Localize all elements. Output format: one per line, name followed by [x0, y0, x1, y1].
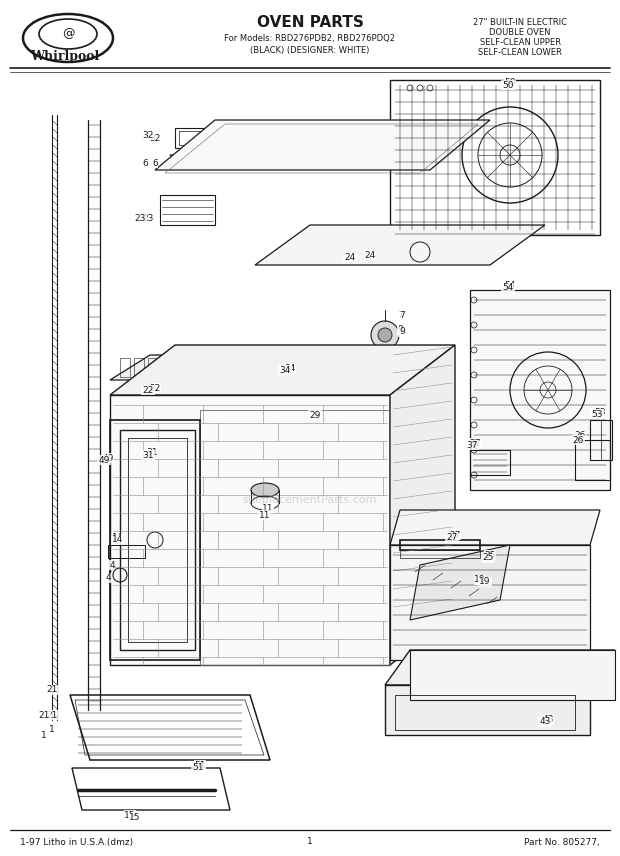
- Text: 32: 32: [143, 130, 154, 140]
- Polygon shape: [110, 355, 430, 380]
- Text: 50: 50: [502, 80, 514, 90]
- Text: 31: 31: [142, 450, 154, 460]
- Text: 24: 24: [365, 251, 376, 259]
- Circle shape: [371, 321, 399, 349]
- Text: 22: 22: [149, 383, 161, 393]
- Text: 11: 11: [262, 503, 274, 513]
- Text: 19: 19: [479, 578, 491, 586]
- Text: 34: 34: [280, 366, 291, 375]
- Text: 27" BUILT-IN ELECTRIC: 27" BUILT-IN ELECTRIC: [473, 17, 567, 27]
- Text: (BLACK) (DESIGNER: WHITE): (BLACK) (DESIGNER: WHITE): [250, 45, 370, 55]
- Text: For Models: RBD276PDB2, RBD276PDQ2: For Models: RBD276PDB2, RBD276PDQ2: [224, 33, 396, 43]
- Text: 21: 21: [46, 710, 58, 720]
- Text: 14: 14: [112, 533, 123, 543]
- Text: 26: 26: [574, 431, 586, 439]
- Text: 1: 1: [41, 730, 47, 740]
- Text: sReplacementParts.com: sReplacementParts.com: [243, 495, 377, 505]
- Text: 22: 22: [143, 385, 154, 395]
- Text: Part No. 805277,: Part No. 805277,: [525, 837, 600, 847]
- Text: 21: 21: [46, 686, 58, 694]
- Polygon shape: [390, 510, 600, 545]
- Text: 25: 25: [484, 550, 495, 560]
- Text: 23: 23: [143, 213, 154, 223]
- Text: 49: 49: [102, 454, 113, 462]
- Text: 54: 54: [502, 283, 514, 293]
- Text: SELF-CLEAN LOWER: SELF-CLEAN LOWER: [478, 47, 562, 56]
- Polygon shape: [470, 290, 610, 490]
- Text: 53: 53: [591, 409, 603, 419]
- Text: 31: 31: [146, 448, 157, 456]
- Text: 11: 11: [259, 510, 271, 520]
- Text: 19: 19: [474, 575, 485, 585]
- Polygon shape: [410, 650, 615, 700]
- Text: 7: 7: [399, 311, 405, 319]
- Polygon shape: [255, 225, 545, 265]
- Text: 24: 24: [344, 253, 356, 263]
- Text: 9: 9: [397, 325, 403, 335]
- Text: 37: 37: [466, 441, 478, 449]
- Text: 37: 37: [469, 438, 481, 448]
- Text: 43: 43: [542, 716, 554, 724]
- Text: 27: 27: [446, 533, 458, 543]
- Text: Whirlpool: Whirlpool: [30, 50, 99, 62]
- Text: 14: 14: [112, 536, 123, 544]
- Polygon shape: [390, 545, 590, 660]
- Text: 54: 54: [504, 281, 516, 289]
- Text: 34: 34: [285, 364, 296, 372]
- Polygon shape: [385, 650, 615, 685]
- Text: 7: 7: [397, 311, 403, 319]
- Text: 15: 15: [129, 813, 141, 823]
- Text: 1: 1: [49, 726, 55, 734]
- Circle shape: [378, 328, 392, 342]
- Polygon shape: [410, 545, 510, 620]
- Text: 43: 43: [539, 717, 551, 727]
- Text: 21: 21: [38, 710, 50, 720]
- Ellipse shape: [251, 483, 279, 497]
- Text: 51: 51: [192, 764, 204, 772]
- Text: 51: 51: [194, 760, 206, 770]
- Text: @: @: [62, 27, 74, 40]
- Text: 32: 32: [149, 134, 161, 142]
- Text: 15: 15: [124, 811, 136, 819]
- Text: SELF-CLEAN UPPER: SELF-CLEAN UPPER: [479, 38, 560, 46]
- Polygon shape: [155, 120, 490, 170]
- Text: 27: 27: [450, 531, 461, 539]
- Text: 6: 6: [152, 158, 158, 168]
- Polygon shape: [385, 685, 590, 735]
- Text: 53: 53: [594, 407, 606, 417]
- Text: 1: 1: [307, 837, 313, 847]
- Text: 49: 49: [99, 455, 110, 465]
- Text: 50: 50: [504, 78, 516, 86]
- Text: 9: 9: [399, 328, 405, 336]
- Text: 1-97 Litho in U.S.A.(dmz): 1-97 Litho in U.S.A.(dmz): [20, 837, 133, 847]
- Polygon shape: [390, 345, 455, 665]
- Text: 4: 4: [105, 574, 111, 582]
- Text: 23: 23: [135, 213, 146, 223]
- Text: 29: 29: [309, 411, 321, 419]
- Text: 4: 4: [109, 561, 115, 569]
- Text: 25: 25: [482, 554, 494, 562]
- Polygon shape: [110, 395, 390, 665]
- Text: OVEN PARTS: OVEN PARTS: [257, 15, 363, 29]
- Polygon shape: [110, 345, 455, 395]
- Text: 6: 6: [142, 158, 148, 168]
- Text: 26: 26: [572, 436, 583, 444]
- Text: DOUBLE OVEN: DOUBLE OVEN: [489, 27, 551, 37]
